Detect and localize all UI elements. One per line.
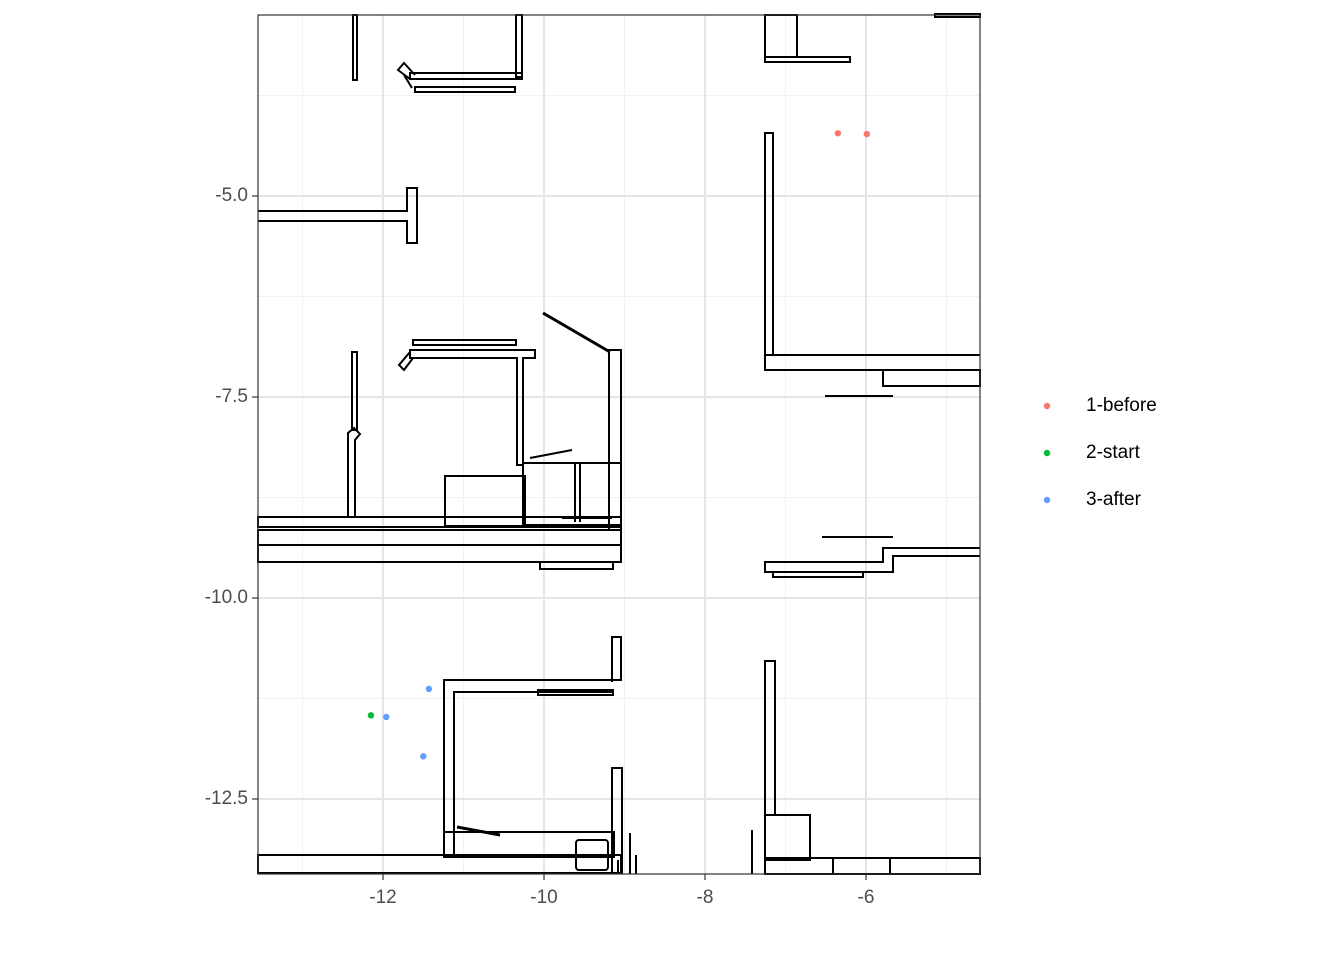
- legend-key: [1043, 402, 1051, 410]
- legend-key: [1043, 449, 1051, 457]
- panel: [258, 15, 980, 874]
- point: [863, 130, 871, 138]
- point: [367, 712, 375, 719]
- point: [425, 685, 433, 693]
- y-tick-label: -7.5: [215, 386, 248, 407]
- grid: [258, 15, 980, 874]
- point: [834, 130, 842, 137]
- y-tick-label: -12.5: [205, 788, 248, 809]
- y-tick-label: -10.0: [205, 587, 248, 608]
- legend-label: 1-before: [1086, 395, 1157, 416]
- y-tick-label: -5.0: [215, 185, 248, 206]
- x-tick-label: -8: [697, 887, 714, 908]
- floor-map: [257, 13, 981, 875]
- legend-label: 3-after: [1086, 489, 1142, 510]
- legend-label: 2-start: [1086, 442, 1141, 463]
- legend-key: [1043, 496, 1051, 504]
- point: [383, 713, 390, 721]
- point: [420, 753, 427, 760]
- x-tick-label: -6: [858, 887, 875, 908]
- x-tick-label: -12: [369, 887, 396, 908]
- points: [367, 130, 871, 760]
- x-tick-label: -10: [530, 887, 557, 908]
- panel-border: [257, 14, 981, 875]
